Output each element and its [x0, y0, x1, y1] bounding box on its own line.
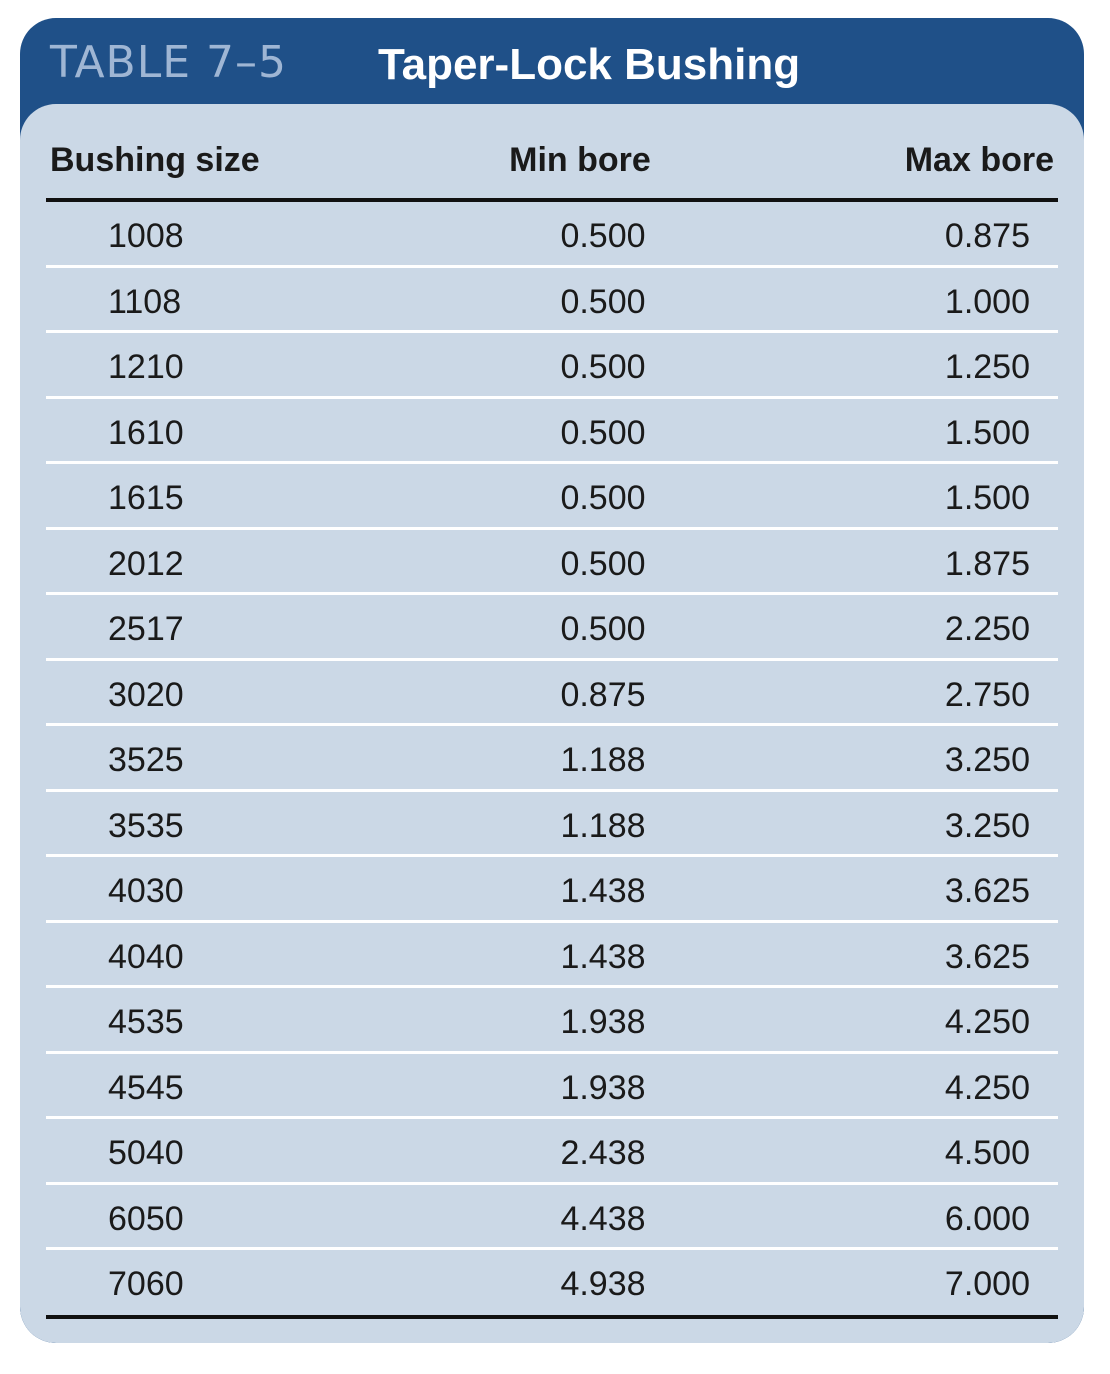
- cell-max-bore: 3.250: [944, 741, 1030, 779]
- table-row: 6050 4.438 6.000: [46, 1185, 1058, 1250]
- cell-bushing-size: 2517: [108, 610, 184, 648]
- cell-max-bore: 1.250: [944, 348, 1030, 386]
- header-rule: [46, 198, 1058, 202]
- cell-max-bore: 3.625: [944, 937, 1030, 976]
- cell-max-bore: 4.250: [944, 1003, 1030, 1041]
- cell-max-bore: 1.000: [944, 282, 1030, 321]
- cell-min-bore: 1.938: [560, 1068, 646, 1107]
- cell-min-bore: 0.500: [560, 610, 646, 648]
- cell-bushing-size: 1615: [108, 479, 184, 517]
- table-row: 4545 1.938 4.250: [46, 1054, 1058, 1119]
- row-separator: [46, 264, 1058, 268]
- table-row: 1108 0.500 1.000: [46, 268, 1058, 333]
- table-row: 1615 0.500 1.500: [46, 464, 1058, 530]
- cell-bushing-size: 3535: [108, 806, 184, 845]
- table-row: 1210 0.500 1.250: [46, 333, 1058, 399]
- cell-max-bore: 1.500: [944, 479, 1030, 517]
- cell-bushing-size: 1008: [108, 217, 184, 255]
- cell-max-bore: 6.000: [944, 1199, 1030, 1238]
- table-row: 1610 0.500 1.500: [46, 399, 1058, 464]
- cell-bushing-size: 5040: [108, 1134, 184, 1172]
- cell-bushing-size: 4545: [108, 1068, 184, 1107]
- table-row: 5040 2.438 4.500: [46, 1119, 1058, 1185]
- table-row: 3535 1.188 3.250: [46, 792, 1058, 857]
- row-separator: [46, 854, 1058, 857]
- row-separator: [46, 1181, 1058, 1185]
- row-separator: [46, 788, 1058, 792]
- row-separator: [46, 1116, 1058, 1119]
- cell-max-bore: 4.500: [944, 1134, 1030, 1172]
- column-header-min-bore: Min bore: [509, 141, 651, 179]
- cell-bushing-size: 3020: [108, 675, 184, 714]
- table-row: 2517 0.500 2.250: [46, 595, 1058, 661]
- row-separator: [46, 1050, 1058, 1054]
- row-separator: [46, 919, 1058, 923]
- row-separator: [46, 723, 1058, 726]
- cell-min-bore: 1.438: [560, 937, 646, 976]
- row-separator: [46, 461, 1058, 464]
- cell-min-bore: 0.500: [560, 544, 646, 583]
- cell-max-bore: 3.250: [944, 806, 1030, 845]
- row-separator: [46, 592, 1058, 595]
- cell-min-bore: 1.438: [560, 872, 646, 910]
- cell-min-bore: 0.875: [560, 675, 646, 714]
- column-headers: Bushing size Min bore Max bore: [20, 104, 1084, 202]
- column-header-max-bore: Max bore: [904, 141, 1054, 179]
- cell-bushing-size: 1610: [108, 413, 184, 452]
- cell-bushing-size: 1108: [108, 282, 182, 321]
- table-row: 2012 0.500 1.875: [46, 530, 1058, 595]
- table-body: 1008 0.500 0.875 1108 0.500 1.000 1210 0.500 1.2…: [46, 202, 1058, 1316]
- table-title: Taper-Lock Bushing: [378, 40, 801, 89]
- cell-min-bore: 0.500: [560, 217, 646, 255]
- cell-bushing-size: 4030: [108, 872, 184, 910]
- cell-min-bore: 1.188: [560, 741, 646, 779]
- table-row: 3020 0.875 2.750: [46, 661, 1058, 726]
- row-separator: [46, 395, 1058, 399]
- cell-max-bore: 2.250: [944, 610, 1030, 648]
- row-separator: [46, 985, 1058, 988]
- cell-max-bore: 1.500: [944, 413, 1030, 452]
- cell-bushing-size: 2012: [108, 544, 184, 583]
- bottom-rule: [46, 1315, 1058, 1319]
- cell-min-bore: 0.500: [560, 479, 646, 517]
- cell-max-bore: 3.625: [944, 872, 1030, 910]
- cell-min-bore: 1.188: [560, 806, 646, 845]
- cell-max-bore: 0.875: [944, 217, 1030, 255]
- table-row: 4535 1.938 4.250: [46, 988, 1058, 1054]
- table-row: 4040 1.438 3.625: [46, 923, 1058, 988]
- table-row: 3525 1.188 3.250: [46, 726, 1058, 792]
- table-row: 7060 4.938 7.000: [46, 1250, 1058, 1316]
- row-separator: [46, 330, 1058, 333]
- cell-max-bore: 4.250: [944, 1068, 1030, 1107]
- row-separator: [46, 1247, 1058, 1250]
- table-row: 1008 0.500 0.875: [46, 202, 1058, 268]
- row-separator: [46, 526, 1058, 530]
- column-header-bushing-size: Bushing size: [50, 141, 260, 179]
- cell-min-bore: 4.938: [560, 1265, 646, 1303]
- cell-min-bore: 4.438: [560, 1199, 646, 1238]
- cell-bushing-size: 4040: [108, 937, 184, 976]
- cell-min-bore: 1.938: [560, 1003, 646, 1041]
- row-separator: [46, 657, 1058, 661]
- cell-max-bore: 7.000: [944, 1265, 1030, 1303]
- cell-bushing-size: 6050: [108, 1199, 184, 1238]
- table-number: TABLE 7–5: [50, 37, 288, 88]
- cell-min-bore: 2.438: [560, 1134, 646, 1172]
- table-row: 4030 1.438 3.625: [46, 857, 1058, 923]
- cell-max-bore: 2.750: [944, 675, 1030, 714]
- cell-min-bore: 0.500: [560, 348, 646, 386]
- cell-max-bore: 1.875: [944, 544, 1030, 583]
- cell-bushing-size: 7060: [108, 1265, 184, 1303]
- cell-bushing-size: 3525: [108, 741, 184, 779]
- cell-min-bore: 0.500: [560, 282, 646, 321]
- table-card: TABLE 7–5 Taper-Lock Bushing Bushing siz…: [20, 18, 1084, 1343]
- cell-bushing-size: 4535: [108, 1003, 184, 1041]
- table-heading: TABLE 7–5 Taper-Lock Bushing: [20, 18, 1084, 108]
- table-panel: Bushing size Min bore Max bore 1008 0.500…: [20, 104, 1084, 1343]
- cell-bushing-size: 1210: [108, 348, 184, 386]
- cell-min-bore: 0.500: [560, 413, 646, 452]
